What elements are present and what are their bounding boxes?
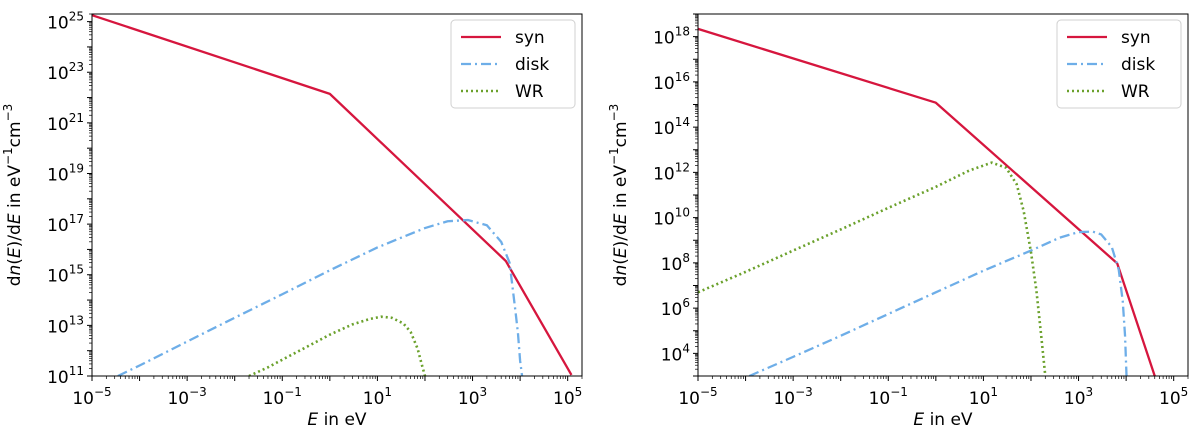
- y-tick-label: 1018: [653, 25, 690, 49]
- y-tick-label: 108: [661, 251, 690, 275]
- x-tick-label: 103: [1064, 385, 1093, 409]
- x-tick-label: 10−5: [678, 385, 717, 409]
- series-line-disk: [748, 230, 1128, 376]
- legend-label-syn: syn: [515, 28, 545, 48]
- y-tick-label: 1021: [47, 111, 84, 135]
- y-axis-label: dn(E)/dE in eV−1cm−3: [1, 104, 25, 287]
- series-line-syn: [92, 14, 573, 376]
- plot-area: [698, 27, 1156, 376]
- axes-frame: [91, 13, 583, 377]
- legend-label-disk: disk: [1121, 55, 1155, 75]
- legend-label-syn: syn: [1121, 28, 1151, 48]
- y-axis-label: dn(E)/dE in eV−1cm−3: [607, 104, 631, 287]
- x-tick-label: 101: [363, 385, 392, 409]
- x-tick-label: 105: [553, 385, 582, 409]
- series-line-syn: [698, 27, 1156, 376]
- y-tick-label: 1013: [47, 313, 84, 337]
- series-line-wr: [248, 315, 427, 376]
- x-tick-label: 105: [1159, 385, 1188, 409]
- plot-area: [92, 14, 573, 376]
- left-chart-panel: 10−5 10−3 10−1 101 103 105 1011 1013 1015 1017 101…: [1, 10, 583, 430]
- x-tick-label: 10−1: [263, 385, 302, 409]
- x-tick-label: 101: [969, 385, 998, 409]
- y-tick-label: 106: [661, 296, 690, 320]
- series-line-disk: [117, 218, 524, 376]
- y-tick-label: 1011: [47, 364, 84, 388]
- legend-box: [1056, 19, 1182, 109]
- y-tick-label: 1025: [47, 10, 84, 34]
- y-tick-label: 1016: [653, 70, 690, 94]
- y-tick-label: 1010: [653, 206, 690, 230]
- y-tick-label: 1019: [47, 161, 84, 185]
- y-tick-label: 1023: [47, 60, 84, 84]
- right-chart-panel: 10−5 10−3 10−1 101 103 105 104 106 108 1010 1012 10…: [607, 13, 1189, 430]
- legend-label-wr: WR: [1121, 82, 1150, 102]
- y-tick-label: 1012: [653, 160, 690, 184]
- x-axis-label: E in eV: [307, 410, 367, 430]
- x-tick-label: 10−5: [72, 385, 111, 409]
- legend-box: [450, 19, 576, 109]
- series-line-wr: [698, 161, 1047, 376]
- y-tick-label: 1015: [47, 263, 84, 287]
- legend: syn disk WR: [450, 19, 576, 109]
- y-tick-label: 1017: [47, 212, 84, 236]
- x-tick-label: 10−1: [869, 385, 908, 409]
- legend-label-disk: disk: [515, 55, 549, 75]
- x-tick-label: 103: [458, 385, 487, 409]
- x-tick-label: 10−3: [167, 385, 206, 409]
- y-tick-label: 1014: [653, 115, 690, 139]
- legend-label-wr: WR: [515, 82, 544, 102]
- x-tick-label: 10−3: [773, 385, 812, 409]
- y-tick-label: 104: [661, 341, 690, 365]
- x-axis-label: E in eV: [913, 410, 973, 430]
- legend: syn disk WR: [1056, 19, 1182, 109]
